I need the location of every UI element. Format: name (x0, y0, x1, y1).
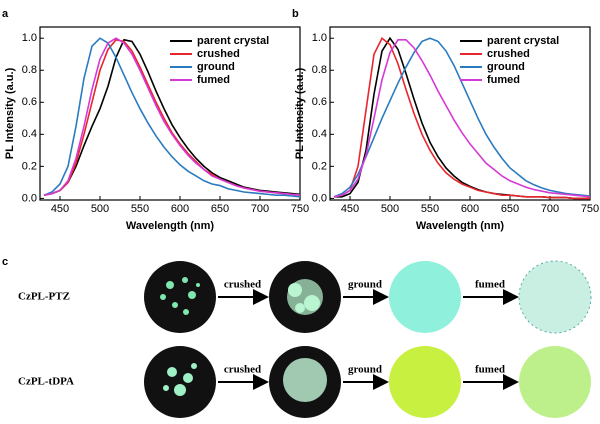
plot-frame (39, 26, 301, 201)
sample-name: CzPL-PTZ (18, 291, 70, 303)
photo (518, 260, 592, 334)
x-tick-label: 750 (581, 203, 599, 215)
legend-label: crushed (487, 48, 530, 60)
y-tick-label: 0.6 (312, 96, 327, 108)
x-tick-label: 500 (91, 203, 109, 215)
x-tick-label: 700 (541, 203, 559, 215)
step-label: ground (348, 364, 382, 376)
step-label: fumed (475, 364, 505, 376)
y-axis-label: PL Intensity (a.u.) (4, 67, 16, 159)
photo (144, 261, 216, 333)
line-series (43, 37, 301, 196)
x-tick-label: 600 (461, 203, 479, 215)
y-tick-label: 0.8 (22, 64, 37, 76)
line-series (333, 37, 591, 198)
powder (283, 358, 327, 402)
step-label: ground (348, 279, 382, 291)
y-tick-label: 0.0 (22, 192, 37, 204)
legend-label: parent crystal (487, 35, 559, 47)
legend-label: parent crystal (197, 35, 269, 47)
y-axis-label: PL Intensity (a.u.) (294, 67, 306, 159)
y-tick-label: 0.4 (312, 128, 327, 140)
x-tick-label: 550 (131, 203, 149, 215)
line-series (43, 38, 301, 196)
y-tick-label: 0.4 (22, 128, 37, 140)
photo (519, 346, 591, 418)
x-tick-label: 700 (251, 203, 269, 215)
x-tick-label: 650 (211, 203, 229, 215)
legend-label: ground (197, 61, 235, 73)
line-series (43, 38, 301, 196)
sample-name: CzPL-tDPA (18, 376, 74, 388)
x-tick-label: 500 (381, 203, 399, 215)
crystals (160, 277, 200, 315)
y-tick-label: 1.0 (22, 32, 37, 44)
step-label: crushed (224, 279, 261, 291)
panel-label: a (2, 8, 9, 20)
photo (389, 346, 461, 418)
x-tick-label: 450 (341, 203, 359, 215)
panel-label: c (2, 256, 8, 268)
legend-label: fumed (197, 74, 230, 86)
line-series (43, 37, 301, 198)
legend-label: ground (487, 61, 525, 73)
legend-label: fumed (487, 74, 520, 86)
line-series (333, 39, 591, 198)
y-tick-label: 0.2 (22, 160, 37, 172)
x-tick-label: 550 (421, 203, 439, 215)
y-tick-label: 1.0 (312, 32, 327, 44)
photo (389, 261, 461, 333)
x-tick-label: 650 (501, 203, 519, 215)
x-axis-label: Wavelength (nm) (126, 220, 215, 232)
step-label: crushed (224, 364, 261, 376)
panel-label: b (292, 8, 299, 20)
powder (287, 279, 323, 315)
x-tick-label: 750 (291, 203, 309, 215)
step-label: fumed (475, 279, 505, 291)
panel-c (144, 260, 592, 418)
x-tick-label: 600 (171, 203, 189, 215)
legend-label: crushed (197, 48, 240, 60)
photo (144, 346, 216, 418)
plot-frame (329, 26, 591, 201)
x-axis-label: Wavelength (nm) (416, 220, 505, 232)
x-tick-label: 450 (51, 203, 69, 215)
y-tick-label: 0.8 (312, 64, 327, 76)
line-series (333, 36, 590, 200)
y-tick-label: 0.6 (22, 96, 37, 108)
y-tick-label: 0.0 (312, 192, 327, 204)
crystals (163, 363, 197, 396)
y-tick-label: 0.2 (312, 160, 327, 172)
